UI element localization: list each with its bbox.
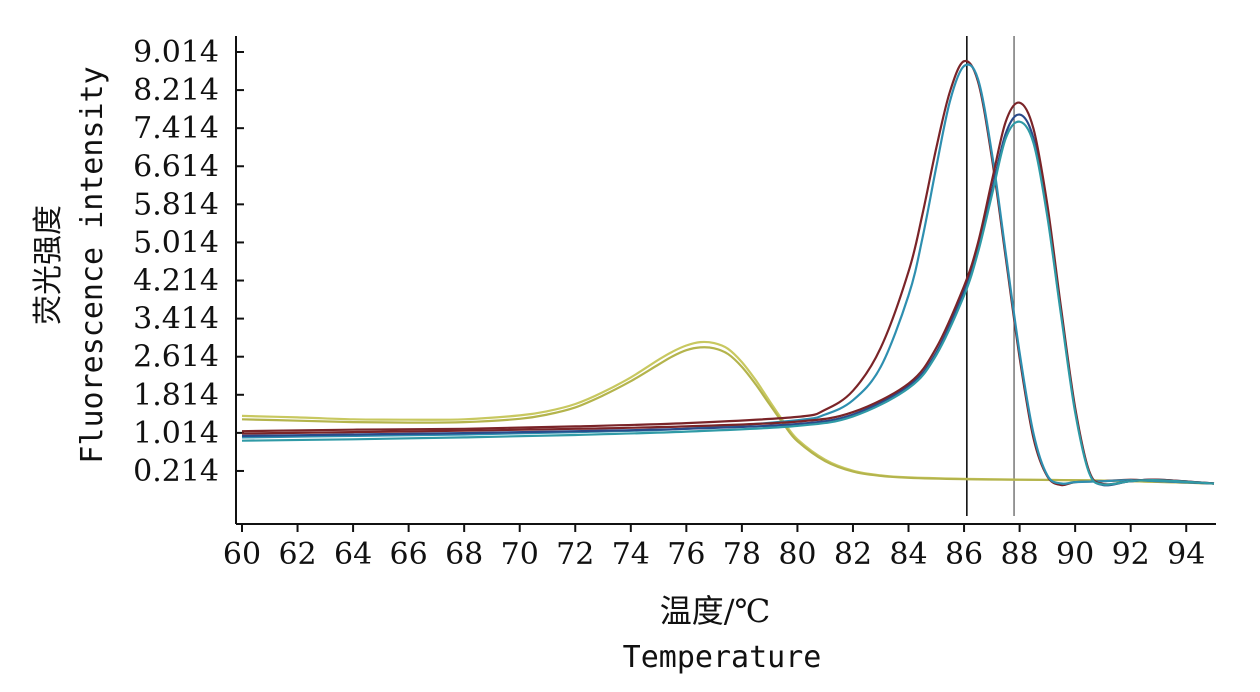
x-tick-label: 66 <box>390 537 428 572</box>
x-tick-label: 62 <box>278 537 316 572</box>
x-tick-label: 72 <box>556 537 594 572</box>
x-axis-label-en: Temperature <box>623 640 822 675</box>
x-tick-label: 70 <box>501 537 539 572</box>
y-tick-label: 5.814 <box>133 187 219 222</box>
y-axis-label-en: Fluorescence intensity <box>75 66 110 463</box>
x-tick-label: 88 <box>1001 537 1039 572</box>
y-tick-label: 1.814 <box>133 378 219 413</box>
x-tick-label: 94 <box>1167 537 1205 572</box>
x-tick-label: 90 <box>1056 537 1094 572</box>
y-tick-label: 0.214 <box>133 454 219 489</box>
series-line-7 <box>241 120 1215 486</box>
y-tick-label: 4.214 <box>133 264 219 299</box>
y-tick-label: 6.614 <box>133 149 219 184</box>
y-tick-label: 5.014 <box>133 225 219 260</box>
y-tick-label: 2.614 <box>133 340 219 375</box>
x-tick-label: 76 <box>667 537 705 572</box>
y-tick-label: 9.014 <box>133 35 219 70</box>
y-axis-label-cn: 荧光强度 <box>31 205 66 325</box>
x-tick-label: 74 <box>612 537 650 572</box>
reference-lines <box>966 36 1015 516</box>
x-tick-label: 84 <box>889 537 927 572</box>
x-tick-label: 80 <box>778 537 816 572</box>
x-tick-label: 78 <box>723 537 761 572</box>
y-tick-label: 3.414 <box>133 302 219 337</box>
y-tick-label: 8.214 <box>133 73 219 108</box>
x-tick-label: 64 <box>334 537 372 572</box>
x-tick-label: 92 <box>1112 537 1150 572</box>
y-tick-label: 1.014 <box>133 416 219 451</box>
series-line-2 <box>241 346 1215 485</box>
y-tick-label: 7.414 <box>133 111 219 146</box>
x-axis-label-cn: 温度/℃ <box>660 592 771 630</box>
x-tick-label: 82 <box>834 537 872 572</box>
x-ticks: 60 62 64 66 68 70 72 74 76 78 80 82 84 86 88 90 92 94 <box>223 524 1205 572</box>
y-axis-title: 荧光强度 Fluorescence intensity <box>31 66 110 463</box>
x-tick-label: 60 <box>223 537 261 572</box>
x-tick-label: 68 <box>445 537 483 572</box>
series-layer <box>241 59 1215 487</box>
x-tick-label: 86 <box>945 537 983 572</box>
